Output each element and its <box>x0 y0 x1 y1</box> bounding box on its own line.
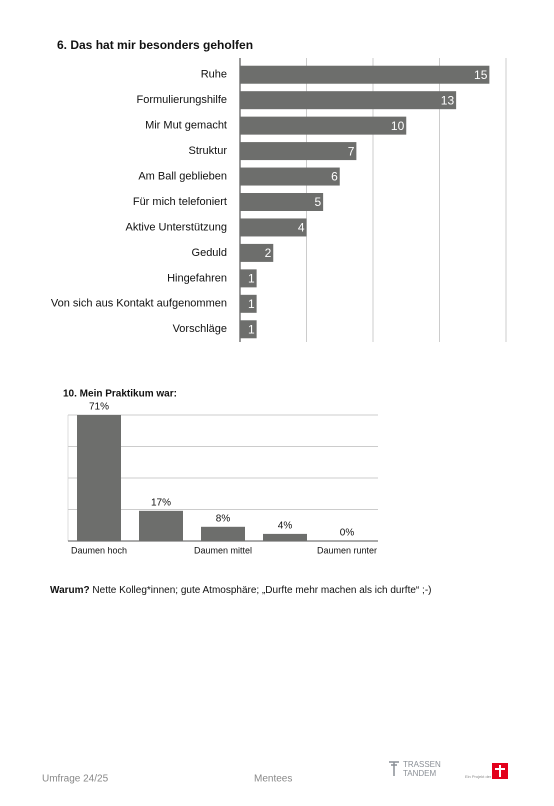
footer-survey: Umfrage 24/25 <box>42 774 109 785</box>
category-label: Aktive Unterstützung <box>126 221 228 233</box>
project-text: Ein Projekt der <box>465 774 492 779</box>
value-label: 13 <box>441 93 455 107</box>
bar <box>240 167 340 186</box>
bar <box>240 193 324 211</box>
bar <box>77 415 121 541</box>
note: Warum? Nette Kolleg*innen; gute Atmosphä… <box>50 585 431 596</box>
note-text: Nette Kolleg*innen; gute Atmosphäre; „Du… <box>92 585 431 596</box>
value-label: 5 <box>314 195 321 209</box>
caritas-cross <box>495 765 505 777</box>
bar <box>240 218 307 237</box>
bar <box>240 65 490 84</box>
category-label: Daumen hoch <box>71 545 127 555</box>
value-label: 1 <box>248 322 255 336</box>
value-label: 4% <box>278 521 293 532</box>
value-label: 7 <box>348 144 355 158</box>
category-label: Hingefahren <box>167 272 227 284</box>
bar <box>240 142 357 161</box>
category-label: Vorschläge <box>173 323 227 335</box>
value-label: 1 <box>248 272 255 286</box>
bar <box>139 510 183 541</box>
value-label: 0% <box>340 528 355 539</box>
bar <box>240 294 257 313</box>
category-label: Struktur <box>188 145 227 157</box>
logo-text: TRASSEN <box>403 760 441 769</box>
category-label: Daumen runter <box>317 545 377 555</box>
bar <box>240 320 257 339</box>
footer-group: Mentees <box>254 774 292 785</box>
value-label: 15 <box>474 68 488 82</box>
value-label: 1 <box>248 297 255 311</box>
chart-title: 10. Mein Praktikum war: <box>63 389 177 400</box>
value-label: 6 <box>331 170 338 184</box>
bar <box>240 243 274 262</box>
category-label: Am Ball geblieben <box>138 170 227 182</box>
value-label: 8% <box>216 513 231 524</box>
logo-text: TANDEM <box>403 769 437 778</box>
bar <box>240 116 407 135</box>
value-label: 71% <box>89 402 109 413</box>
bar <box>263 533 307 541</box>
value-label: 2 <box>265 246 272 260</box>
category-label: Geduld <box>192 247 227 259</box>
value-label: 17% <box>151 497 171 508</box>
category-label: Mir Mut gemacht <box>145 120 227 132</box>
bar <box>240 91 457 110</box>
logo: TRASSEN TANDEM Ein Projekt der <box>389 760 508 779</box>
note-label: Warum? <box>50 585 90 596</box>
bar <box>201 526 245 541</box>
category-label: Formulierungshilfe <box>137 94 227 106</box>
logo-icon <box>389 761 399 776</box>
category-label: Ruhe <box>201 69 227 81</box>
value-label: 10 <box>391 119 405 133</box>
bar <box>240 269 257 288</box>
value-label: 4 <box>298 221 305 235</box>
category-label: Für mich telefoniert <box>133 196 227 208</box>
category-label: Daumen mittel <box>194 545 252 555</box>
chart-title: 6. Das hat mir besonders geholfen <box>57 38 253 52</box>
category-label: Von sich aus Kontakt aufgenommen <box>51 298 227 310</box>
